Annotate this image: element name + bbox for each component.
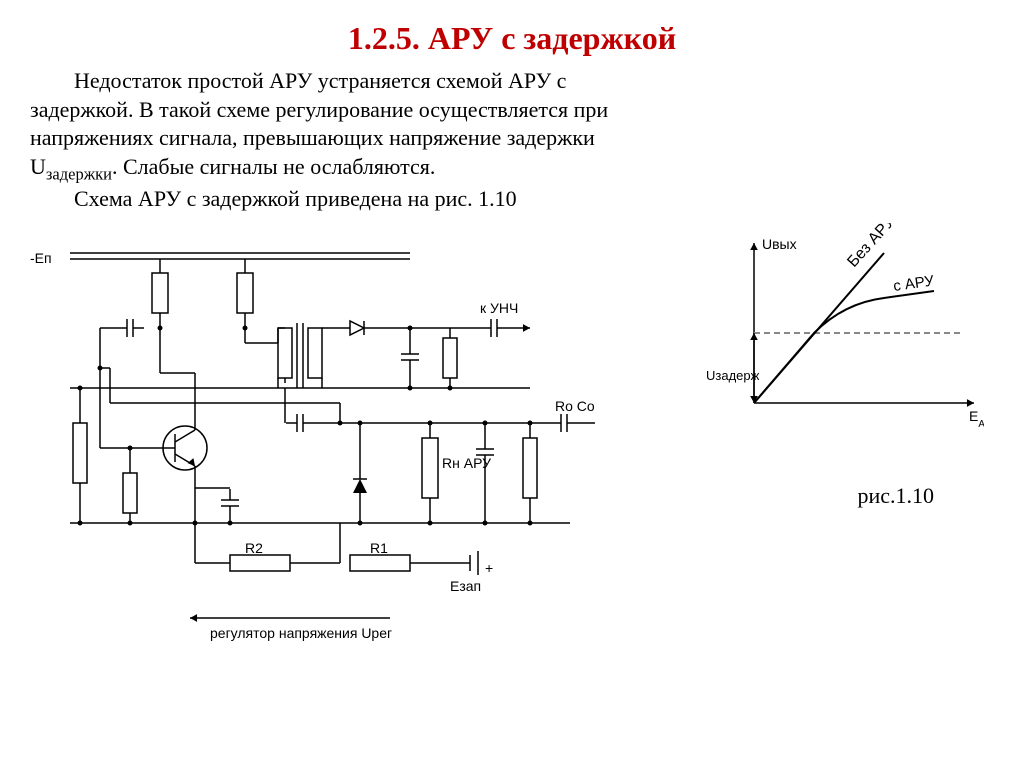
figure-caption: рис.1.10	[857, 483, 934, 509]
svg-text:к УНЧ: к УНЧ	[480, 300, 518, 316]
page-title: 1.2.5. АРУ с задержкой	[0, 0, 1024, 57]
svg-text:Uзадерж: Uзадерж	[706, 368, 760, 383]
p-line1: Недостаток простой АРУ устраняется схемо…	[74, 68, 566, 93]
p-line2: задержкой. В такой схеме регулирование о…	[30, 97, 608, 122]
p-line4-sub: задержки	[46, 164, 112, 183]
circuit-diagram: -Еп к УНЧ Rн АРУ Ro Co R2 R1 +Езап регулятор на…	[10, 223, 640, 673]
svg-text:регулятор напряжения Uрег: регулятор напряжения Uрег	[210, 625, 392, 641]
svg-text:Езап: Езап	[450, 578, 481, 594]
p-line3: напряжениях сигнала, превышающих напряже…	[30, 125, 595, 150]
p-line4-pre: U	[30, 154, 46, 179]
svg-text:Ro Co: Ro Co	[555, 398, 595, 414]
svg-text:Rн АРУ: Rн АРУ	[442, 455, 491, 471]
svg-text:EA: EA	[969, 408, 984, 430]
svg-text:Без АРУ: Без АРУ	[844, 223, 899, 271]
svg-text:Uвых: Uвых	[762, 236, 797, 252]
p-line4-post: . Слабые сигналы не ослабляются.	[112, 154, 435, 179]
svg-text:-Еп: -Еп	[30, 250, 52, 266]
body-text: Недостаток простой АРУ устраняется схемо…	[0, 57, 1024, 213]
svg-text:+: +	[485, 560, 493, 576]
svg-text:R2: R2	[245, 540, 263, 556]
svg-text:R1: R1	[370, 540, 388, 556]
response-graph: UвыхEAUзадержБез АРУс АРУ	[704, 223, 984, 443]
p-line5: Схема АРУ с задержкой приведена на рис. …	[74, 186, 517, 211]
